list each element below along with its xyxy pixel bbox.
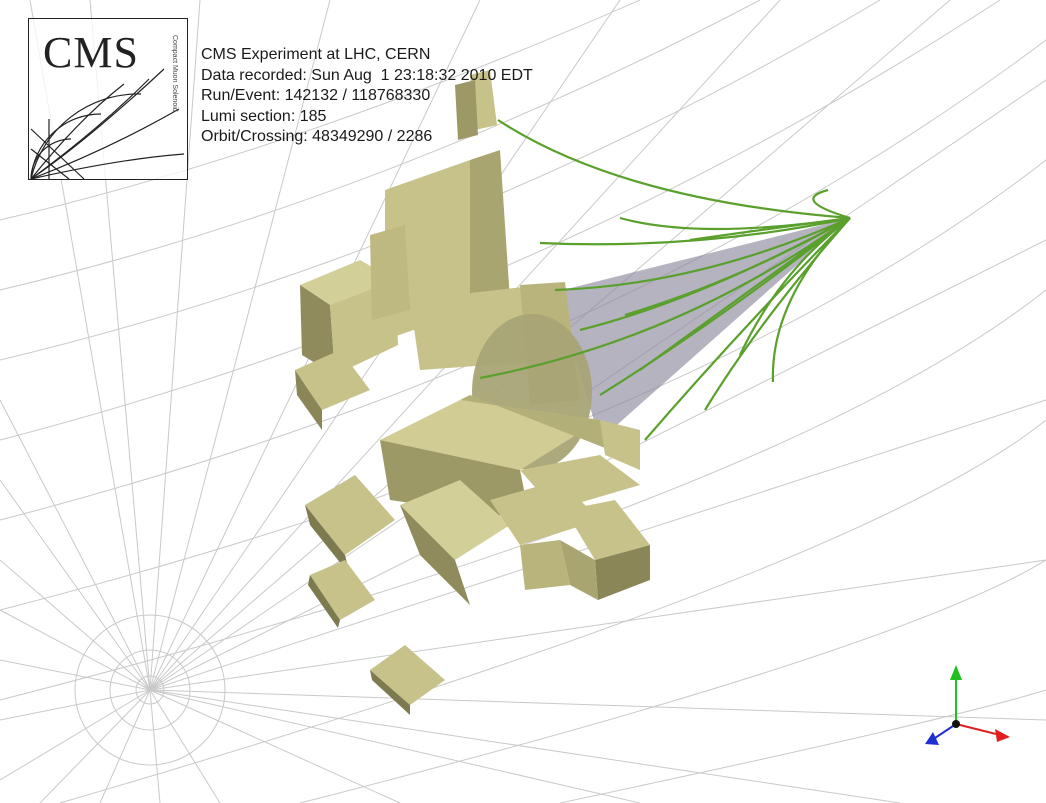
calo-tower [595,545,650,600]
calo-tower [295,370,322,430]
cms-logo: CMS Compact Muon Solenoid [28,18,188,180]
calo-tower [520,540,570,590]
calo-tower [370,645,445,705]
calo-tower [300,285,335,375]
orientation-axes [925,665,1010,745]
axes-origin [952,720,960,728]
calo-tower [560,540,598,600]
y-axis-arrowhead [950,665,962,680]
calo-tower [400,480,510,560]
x-axis-arrowhead [995,729,1010,742]
calo-tower [455,80,478,140]
calo-tower [370,225,410,320]
data-recorded-label: Data recorded: Sun Aug 1 23:18:32 2010 E… [201,66,533,84]
calo-tower [460,395,610,450]
calo-tower [310,560,375,620]
calo-tower [305,505,350,575]
calo-tower [490,480,600,545]
calo-tower [305,475,395,555]
orbit-crossing-label: Orbit/Crossing: 48349290 / 2286 [201,128,433,145]
calo-tower [565,500,650,560]
z-axis-arrow [931,723,957,741]
x-axis-arrow [955,723,1001,736]
calo-tower [470,150,510,310]
calo-tower [370,670,410,715]
calorimeter-towers [295,70,650,715]
cms-logo-text: CMS [43,28,139,77]
calo-tower [600,420,640,470]
cms-logo-subtitle: Compact Muon Solenoid [171,35,178,112]
run-event-label: Run/Event: 142132 / 118768330 [201,87,431,104]
lumi-section-label: Lumi section: 185 [201,107,327,125]
event-info: CMS Experiment at LHC, CERN Data recorde… [201,45,533,148]
calo-tower [308,575,340,628]
experiment-label: CMS Experiment at LHC, CERN [201,46,431,63]
calo-tower [400,505,470,605]
particle-tracks [479,119,851,441]
cms-logo-tracks-graphic [30,68,185,180]
calo-tower [295,350,370,410]
z-axis-arrowhead [925,732,939,745]
